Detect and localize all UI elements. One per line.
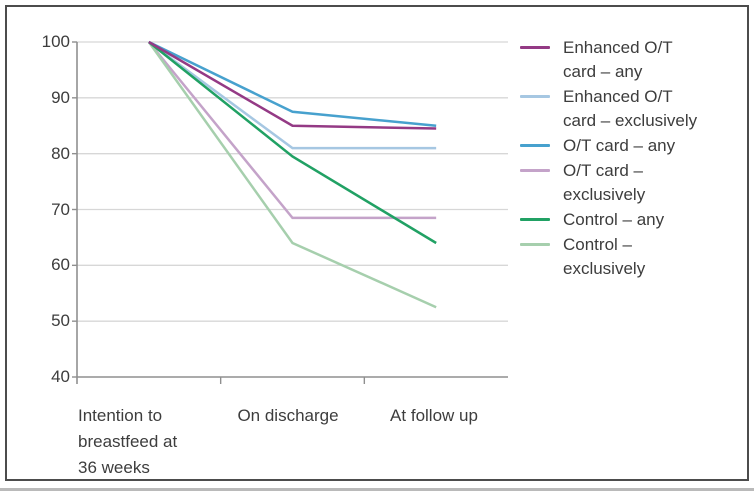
legend-item: Control – exclusively [520,233,740,281]
legend-item: Enhanced O/T card – exclusively [520,85,740,133]
legend-item: O/T card – any [520,134,740,158]
legend-swatch [520,169,550,172]
y-tick-label: 70 [51,199,70,219]
legend-item: Control – any [520,208,740,232]
legend-label: O/T card – any [563,136,676,155]
series-line-4 [147,41,437,220]
legend-label: Control – exclusively [563,235,646,278]
legend-swatch [520,144,550,147]
legend-swatch [520,243,550,246]
legend-label: Enhanced O/T card – any [563,38,673,81]
x-axis-label-discharge: On discharge [237,406,339,425]
y-axis-labels: 100 90 80 70 60 50 40 [0,0,70,400]
series-line-5 [148,41,437,245]
legend-item: Enhanced O/T card – any [520,36,740,84]
series-line-3 [148,40,437,127]
y-tick-label: 80 [51,143,70,163]
legend-item: O/T card – exclusively [520,159,740,207]
series-line-1 [148,40,437,130]
legend-swatch [520,46,550,49]
legend-label: O/T card – exclusively [563,161,646,204]
figure-frame [5,5,749,481]
series-line-2 [148,40,437,150]
y-tick-label: 40 [51,367,70,386]
y-tick-label: 100 [41,32,70,51]
y-tick-label: 60 [51,255,70,275]
legend-swatch [520,218,550,221]
bottom-rule [0,488,754,491]
y-tick-label: 90 [51,87,70,107]
series-line-6 [147,41,437,309]
y-tick-label: 50 [51,311,70,331]
legend-label: Enhanced O/T card – exclusively [563,87,698,130]
legend-label: Control – any [563,210,665,229]
legend: Enhanced O/T card – any Enhanced O/T card… [520,36,740,282]
legend-swatch [520,95,550,98]
x-axis-label-followup: At follow up [390,406,478,425]
x-axis-label-intention: Intention to breastfeed at 36 weeks [78,406,178,477]
